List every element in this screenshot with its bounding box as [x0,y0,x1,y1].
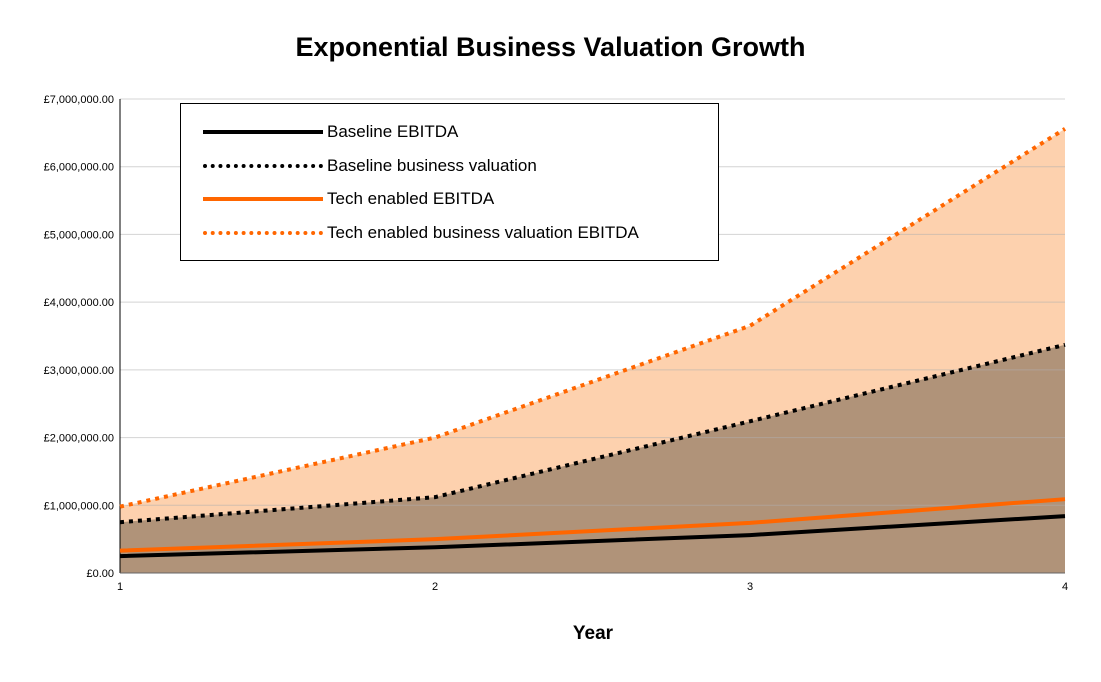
y-tick-label: £5,000,000.00 [44,229,114,241]
x-tick-label: 1 [117,581,123,593]
legend-label: Tech enabled EBITDA [327,189,495,208]
legend-swatch [203,163,323,168]
legend-item: Tech enabled business valuation EBITDA [203,221,639,245]
y-tick-label: £4,000,000.00 [44,297,114,309]
y-tick-label: £0.00 [86,568,114,580]
x-axis-label: Year [572,623,614,644]
legend: Baseline EBITDA Baseline business valuati… [180,103,719,261]
chart-title: Exponential Business Valuation Growth [295,32,806,62]
legend-swatch [203,130,323,134]
y-tick-label: £7,000,000.00 [44,94,114,106]
legend-swatch [203,230,323,235]
legend-label: Baseline EBITDA [327,122,459,141]
series-line-baseline-ebitda [119,514,1066,559]
legend-swatch [203,197,323,201]
series-line-tech-enabled-business-valuation-ebitda [119,127,1067,509]
legend-item: Baseline business valuation [203,154,537,178]
x-tick-label: 3 [747,581,753,593]
legend-label: Baseline business valuation [327,155,537,175]
legend-item: Baseline EBITDA [203,120,458,144]
legend-label: Tech enabled business valuation EBITDA [327,222,639,242]
y-tick-label: £1,000,000.00 [44,500,114,512]
y-tick-label: £2,000,000.00 [44,433,114,445]
y-tick-label: £3,000,000.00 [44,365,114,377]
y-tick-label: £6,000,000.00 [44,162,114,174]
legend-item: Tech enabled EBITDA [203,187,494,211]
x-tick-label: 4 [1062,581,1068,593]
series-line-baseline-business-valuation [119,342,1066,525]
series-line-tech-enabled-ebitda [119,497,1066,553]
x-tick-label: 2 [432,581,438,593]
